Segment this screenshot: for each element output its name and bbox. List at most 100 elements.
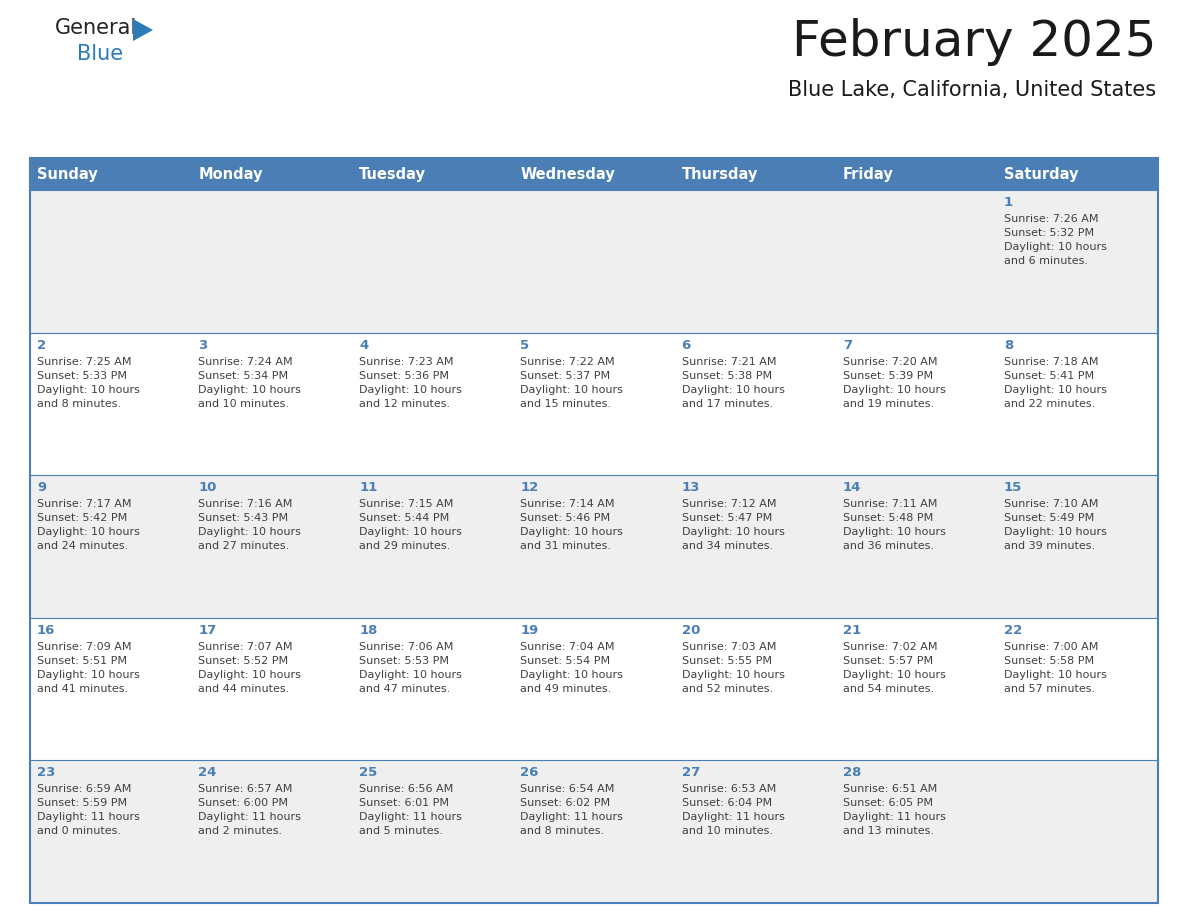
Text: and 19 minutes.: and 19 minutes. bbox=[842, 398, 934, 409]
Text: Daylight: 10 hours: Daylight: 10 hours bbox=[37, 670, 140, 680]
Text: and 2 minutes.: and 2 minutes. bbox=[198, 826, 283, 836]
Text: and 57 minutes.: and 57 minutes. bbox=[1004, 684, 1095, 694]
Bar bbox=[30, 332, 191, 476]
Text: Sunrise: 7:17 AM: Sunrise: 7:17 AM bbox=[37, 499, 132, 509]
Text: Sunset: 5:41 PM: Sunset: 5:41 PM bbox=[1004, 371, 1094, 381]
Text: Daylight: 10 hours: Daylight: 10 hours bbox=[1004, 242, 1107, 252]
Bar bbox=[191, 158, 353, 190]
Text: General: General bbox=[55, 18, 138, 38]
Bar bbox=[675, 332, 835, 476]
Text: Sunrise: 6:56 AM: Sunrise: 6:56 AM bbox=[359, 784, 454, 794]
Text: 8: 8 bbox=[1004, 339, 1013, 352]
Text: Daylight: 10 hours: Daylight: 10 hours bbox=[359, 385, 462, 395]
Text: Daylight: 10 hours: Daylight: 10 hours bbox=[682, 385, 784, 395]
Text: and 8 minutes.: and 8 minutes. bbox=[520, 826, 605, 836]
Text: Daylight: 10 hours: Daylight: 10 hours bbox=[682, 670, 784, 680]
Text: and 12 minutes.: and 12 minutes. bbox=[359, 398, 450, 409]
Bar bbox=[191, 476, 353, 618]
Text: and 17 minutes.: and 17 minutes. bbox=[682, 398, 772, 409]
Bar bbox=[30, 760, 191, 903]
Text: Sunset: 6:01 PM: Sunset: 6:01 PM bbox=[359, 799, 449, 809]
Text: Sunrise: 7:20 AM: Sunrise: 7:20 AM bbox=[842, 356, 937, 366]
Text: and 31 minutes.: and 31 minutes. bbox=[520, 542, 612, 551]
Text: Daylight: 10 hours: Daylight: 10 hours bbox=[359, 527, 462, 537]
Text: and 22 minutes.: and 22 minutes. bbox=[1004, 398, 1095, 409]
Text: Sunset: 6:04 PM: Sunset: 6:04 PM bbox=[682, 799, 772, 809]
Text: and 36 minutes.: and 36 minutes. bbox=[842, 542, 934, 551]
Text: and 41 minutes.: and 41 minutes. bbox=[37, 684, 128, 694]
Text: and 10 minutes.: and 10 minutes. bbox=[198, 398, 289, 409]
Text: Daylight: 10 hours: Daylight: 10 hours bbox=[520, 385, 624, 395]
Text: 11: 11 bbox=[359, 481, 378, 494]
Text: 24: 24 bbox=[198, 767, 216, 779]
Bar bbox=[191, 760, 353, 903]
Text: Tuesday: Tuesday bbox=[359, 166, 426, 182]
Text: Sunset: 5:43 PM: Sunset: 5:43 PM bbox=[198, 513, 289, 523]
Text: 16: 16 bbox=[37, 624, 56, 637]
Text: 13: 13 bbox=[682, 481, 700, 494]
Text: Sunset: 5:55 PM: Sunset: 5:55 PM bbox=[682, 655, 771, 666]
Text: Sunrise: 7:07 AM: Sunrise: 7:07 AM bbox=[198, 642, 292, 652]
Text: and 52 minutes.: and 52 minutes. bbox=[682, 684, 772, 694]
Text: Sunrise: 7:12 AM: Sunrise: 7:12 AM bbox=[682, 499, 776, 509]
Bar bbox=[191, 190, 353, 332]
Text: Sunrise: 7:25 AM: Sunrise: 7:25 AM bbox=[37, 356, 132, 366]
Text: Daylight: 11 hours: Daylight: 11 hours bbox=[359, 812, 462, 823]
Text: 28: 28 bbox=[842, 767, 861, 779]
Bar bbox=[835, 760, 997, 903]
Bar bbox=[835, 158, 997, 190]
Text: 26: 26 bbox=[520, 767, 539, 779]
Text: Sunrise: 6:57 AM: Sunrise: 6:57 AM bbox=[198, 784, 292, 794]
Text: Sunset: 5:32 PM: Sunset: 5:32 PM bbox=[1004, 228, 1094, 238]
Text: 9: 9 bbox=[37, 481, 46, 494]
Text: Sunset: 5:48 PM: Sunset: 5:48 PM bbox=[842, 513, 933, 523]
Text: Daylight: 10 hours: Daylight: 10 hours bbox=[842, 527, 946, 537]
Bar bbox=[513, 618, 675, 760]
Text: and 49 minutes.: and 49 minutes. bbox=[520, 684, 612, 694]
Text: Daylight: 11 hours: Daylight: 11 hours bbox=[198, 812, 301, 823]
Bar bbox=[30, 158, 1158, 903]
Text: Sunrise: 7:03 AM: Sunrise: 7:03 AM bbox=[682, 642, 776, 652]
Text: Sunrise: 7:06 AM: Sunrise: 7:06 AM bbox=[359, 642, 454, 652]
Bar bbox=[835, 332, 997, 476]
Text: Daylight: 10 hours: Daylight: 10 hours bbox=[37, 385, 140, 395]
Text: Daylight: 10 hours: Daylight: 10 hours bbox=[842, 385, 946, 395]
Text: Sunset: 5:59 PM: Sunset: 5:59 PM bbox=[37, 799, 127, 809]
Text: Sunset: 5:44 PM: Sunset: 5:44 PM bbox=[359, 513, 449, 523]
Text: Monday: Monday bbox=[198, 166, 263, 182]
Text: 1: 1 bbox=[1004, 196, 1013, 209]
Bar bbox=[513, 190, 675, 332]
Text: Sunset: 5:51 PM: Sunset: 5:51 PM bbox=[37, 655, 127, 666]
Bar bbox=[675, 476, 835, 618]
Text: Sunrise: 7:21 AM: Sunrise: 7:21 AM bbox=[682, 356, 776, 366]
Text: and 44 minutes.: and 44 minutes. bbox=[198, 684, 290, 694]
Text: Daylight: 10 hours: Daylight: 10 hours bbox=[37, 527, 140, 537]
Bar bbox=[30, 190, 191, 332]
Text: Sunset: 5:47 PM: Sunset: 5:47 PM bbox=[682, 513, 772, 523]
Bar bbox=[191, 618, 353, 760]
Text: Sunrise: 7:26 AM: Sunrise: 7:26 AM bbox=[1004, 214, 1099, 224]
Text: Sunset: 6:02 PM: Sunset: 6:02 PM bbox=[520, 799, 611, 809]
Text: 17: 17 bbox=[198, 624, 216, 637]
Text: Daylight: 10 hours: Daylight: 10 hours bbox=[359, 670, 462, 680]
Text: Sunset: 5:52 PM: Sunset: 5:52 PM bbox=[198, 655, 289, 666]
Text: Daylight: 10 hours: Daylight: 10 hours bbox=[842, 670, 946, 680]
Text: Blue Lake, California, United States: Blue Lake, California, United States bbox=[788, 80, 1156, 100]
Text: Daylight: 10 hours: Daylight: 10 hours bbox=[520, 670, 624, 680]
Text: February 2025: February 2025 bbox=[791, 18, 1156, 66]
Bar bbox=[835, 190, 997, 332]
Bar bbox=[997, 618, 1158, 760]
Text: Daylight: 10 hours: Daylight: 10 hours bbox=[198, 527, 301, 537]
Bar bbox=[997, 476, 1158, 618]
Bar bbox=[353, 158, 513, 190]
Text: Sunrise: 7:00 AM: Sunrise: 7:00 AM bbox=[1004, 642, 1098, 652]
Text: Sunrise: 6:51 AM: Sunrise: 6:51 AM bbox=[842, 784, 937, 794]
Text: Sunset: 5:54 PM: Sunset: 5:54 PM bbox=[520, 655, 611, 666]
Text: Sunrise: 7:16 AM: Sunrise: 7:16 AM bbox=[198, 499, 292, 509]
Text: Daylight: 10 hours: Daylight: 10 hours bbox=[198, 385, 301, 395]
Text: Thursday: Thursday bbox=[682, 166, 758, 182]
Text: Sunset: 5:37 PM: Sunset: 5:37 PM bbox=[520, 371, 611, 381]
Text: and 47 minutes.: and 47 minutes. bbox=[359, 684, 450, 694]
Text: Sunrise: 6:54 AM: Sunrise: 6:54 AM bbox=[520, 784, 615, 794]
Text: Sunday: Sunday bbox=[37, 166, 97, 182]
